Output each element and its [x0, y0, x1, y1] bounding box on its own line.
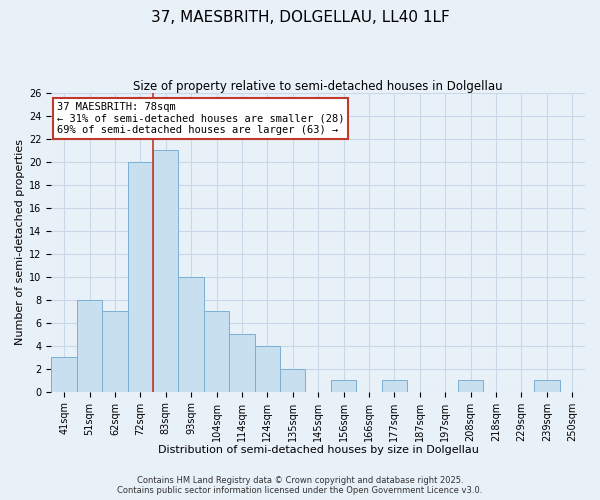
Bar	[534, 380, 560, 392]
Bar	[254, 346, 280, 392]
Bar	[229, 334, 254, 392]
Text: 37 MAESBRITH: 78sqm
← 31% of semi-detached houses are smaller (28)
69% of semi-d: 37 MAESBRITH: 78sqm ← 31% of semi-detach…	[57, 102, 344, 135]
Title: Size of property relative to semi-detached houses in Dolgellau: Size of property relative to semi-detach…	[133, 80, 503, 93]
Bar	[331, 380, 356, 392]
Text: 37, MAESBRITH, DOLGELLAU, LL40 1LF: 37, MAESBRITH, DOLGELLAU, LL40 1LF	[151, 10, 449, 25]
Bar	[280, 369, 305, 392]
Bar	[77, 300, 102, 392]
Bar	[458, 380, 484, 392]
Bar	[382, 380, 407, 392]
Text: Contains HM Land Registry data © Crown copyright and database right 2025.
Contai: Contains HM Land Registry data © Crown c…	[118, 476, 482, 495]
Bar	[102, 312, 128, 392]
Bar	[153, 150, 178, 392]
Bar	[128, 162, 153, 392]
Bar	[204, 312, 229, 392]
Y-axis label: Number of semi-detached properties: Number of semi-detached properties	[15, 140, 25, 346]
Bar	[178, 277, 204, 392]
Bar	[52, 358, 77, 392]
X-axis label: Distribution of semi-detached houses by size in Dolgellau: Distribution of semi-detached houses by …	[158, 445, 479, 455]
